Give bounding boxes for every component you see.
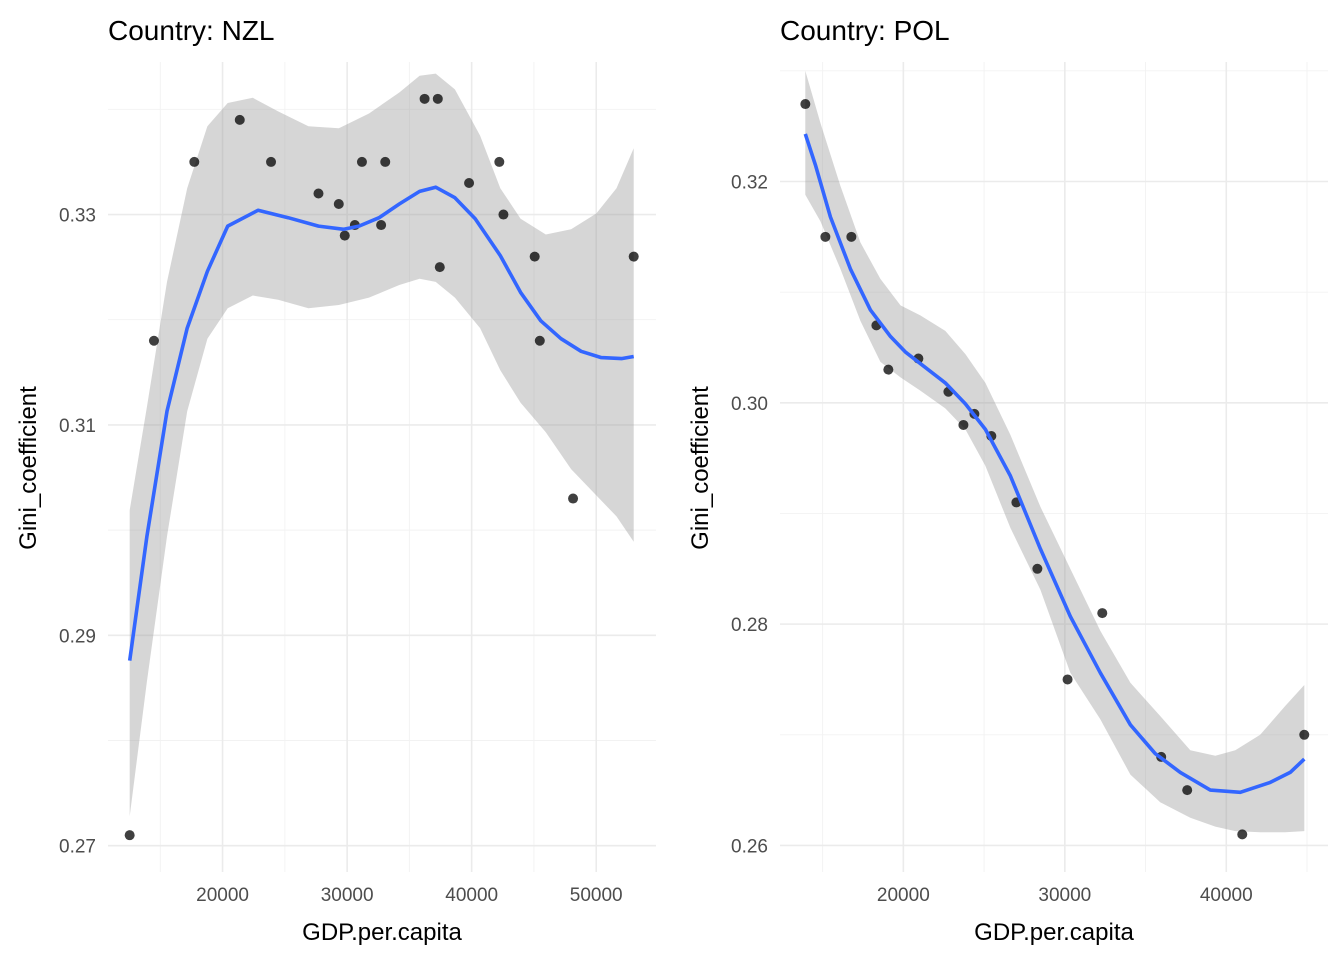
x-axis-label-nzl: GDP.per.capita xyxy=(302,919,462,946)
y-tick-label: 0.26 xyxy=(731,836,768,857)
points-pol xyxy=(800,99,1310,840)
confidence-band xyxy=(129,73,634,817)
data-point xyxy=(124,830,135,841)
confidence-ribbon-nzl xyxy=(129,73,634,817)
y-tick-labels-nzl: 0.27 0.29 0.31 0.33 xyxy=(59,206,96,858)
data-point xyxy=(1299,729,1310,740)
x-tick-labels-pol: 20000 30000 40000 xyxy=(877,885,1253,906)
data-point xyxy=(432,93,443,104)
smooth-line-pol xyxy=(803,133,1306,795)
data-point xyxy=(1182,785,1193,796)
data-point xyxy=(498,209,509,220)
x-tick-label: 40000 xyxy=(1200,885,1253,906)
y-tick-labels-pol: 0.26 0.28 0.30 0.32 xyxy=(731,173,768,858)
confidence-band xyxy=(805,70,1305,833)
panel-pol: Country: POL 20000 30000 40000 0.26 0.28 0.3… xyxy=(687,15,1328,946)
y-tick-label: 0.33 xyxy=(59,206,96,227)
panel-nzl: Country: NZL 20000 30000 40000 50000 0.270.… xyxy=(15,15,656,946)
data-point xyxy=(356,156,367,167)
data-point xyxy=(846,231,857,242)
y-tick-label: 0.29 xyxy=(59,626,96,647)
data-point xyxy=(800,99,811,110)
x-tick-label: 50000 xyxy=(570,885,623,906)
data-point xyxy=(529,251,540,262)
data-point xyxy=(1062,674,1073,685)
y-tick-label: 0.28 xyxy=(731,615,768,636)
data-point xyxy=(1032,563,1043,574)
x-tick-label: 20000 xyxy=(877,885,930,906)
major-gridlines-pol xyxy=(780,62,1328,872)
data-point xyxy=(339,230,350,241)
x-tick-labels-nzl: 20000 30000 40000 50000 xyxy=(196,885,622,906)
data-point xyxy=(883,364,894,375)
x-axis-label-pol: GDP.per.capita xyxy=(974,919,1134,946)
data-point xyxy=(534,335,545,346)
smooth-line-nzl xyxy=(127,185,635,661)
y-tick-label: 0.31 xyxy=(59,416,96,437)
y-axis-label-pol: Gini_coefficient xyxy=(687,386,714,550)
data-point xyxy=(568,493,579,504)
data-point xyxy=(434,262,445,273)
panel-title-nzl: Country: NZL xyxy=(108,15,275,46)
data-point xyxy=(333,199,344,210)
loess-smooth-line xyxy=(127,185,635,661)
y-axis-label-nzl: Gini_coefficient xyxy=(15,386,42,550)
data-point xyxy=(1097,608,1108,619)
data-point xyxy=(1237,829,1248,840)
data-point xyxy=(380,156,391,167)
y-tick-label: 0.32 xyxy=(731,173,768,194)
data-point xyxy=(234,114,245,125)
major-gridlines-nzl xyxy=(108,62,656,872)
data-point xyxy=(494,156,505,167)
y-tick-label: 0.30 xyxy=(731,394,768,415)
x-tick-label: 30000 xyxy=(321,885,374,906)
data-point xyxy=(376,220,387,231)
confidence-ribbon-pol xyxy=(805,70,1305,833)
data-point xyxy=(820,231,831,242)
loess-smooth-line xyxy=(803,133,1306,795)
data-point xyxy=(313,188,324,199)
panel-title-pol: Country: POL xyxy=(780,15,950,46)
data-point xyxy=(419,93,430,104)
x-tick-label: 30000 xyxy=(1038,885,1091,906)
data-point xyxy=(958,419,969,430)
y-tick-label: 0.27 xyxy=(59,837,96,858)
x-tick-label: 20000 xyxy=(196,885,249,906)
data-point xyxy=(266,156,277,167)
x-tick-label: 40000 xyxy=(445,885,498,906)
points-nzl xyxy=(124,93,639,841)
data-point xyxy=(189,156,200,167)
data-point xyxy=(628,251,639,262)
data-point xyxy=(464,177,475,188)
data-point xyxy=(148,335,159,346)
